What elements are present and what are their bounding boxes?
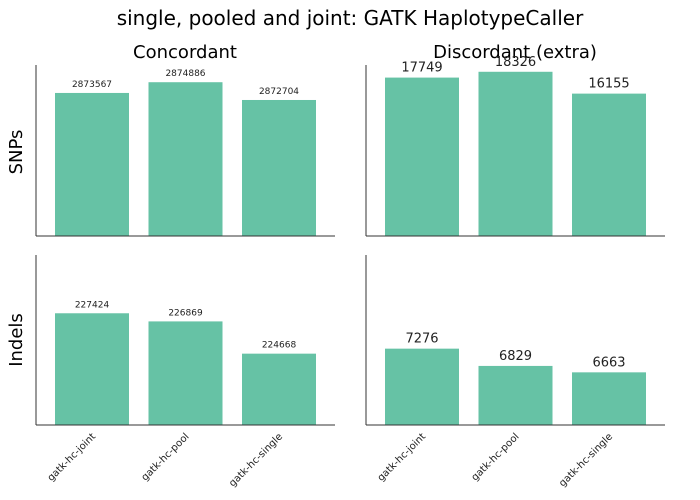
x-tick-label: gatk-hc-pool: [140, 431, 192, 483]
bar-gatk-hc-joint: [385, 77, 459, 236]
x-tick-label: gatk-hc-joint: [46, 431, 99, 484]
panels: 2873567 2874886 2872704 17749 18326 16155 2274…: [35, 55, 665, 489]
data-label: 2873567: [72, 80, 112, 90]
chart-title: single, pooled and joint: GATK Haplotype…: [117, 6, 584, 30]
data-label: 6663: [592, 355, 625, 370]
bar-gatk-hc-joint: [385, 348, 459, 425]
data-label: 224668: [262, 341, 297, 351]
bar-gatk-hc-joint: [55, 313, 129, 425]
panel-snps-1: 17749 18326 16155: [365, 55, 665, 237]
x-tick-label: gatk-hc-pool: [470, 431, 522, 483]
bar-gatk-hc-single: [572, 372, 646, 425]
x-tick-label: gatk-hc-joint: [376, 431, 429, 484]
data-label: 227424: [75, 300, 110, 310]
row-label-snps: SNPs: [6, 130, 27, 175]
x-tick-label: gatk-hc-single: [227, 431, 285, 489]
data-label: 18326: [495, 55, 536, 70]
bar-gatk-hc-single: [572, 93, 646, 236]
panel-indels-3: 7276 gatk-hc-joint 6829 gatk-hc-pool 6663 gat…: [365, 255, 665, 489]
bar-gatk-hc-pool: [148, 321, 223, 425]
bar-gatk-hc-pool: [148, 82, 223, 237]
x-tick-label: gatk-hc-single: [557, 431, 615, 489]
data-label: 2874886: [165, 69, 205, 79]
row-label-indels: Indels: [6, 313, 27, 367]
bar-gatk-hc-pool: [478, 71, 553, 236]
data-label: 7276: [405, 332, 438, 347]
bar-gatk-hc-pool: [478, 365, 553, 425]
data-label: 17749: [401, 61, 442, 76]
column-title-concordant: Concordant: [133, 42, 237, 63]
bar-gatk-hc-single: [242, 353, 316, 425]
column-title-discordant: Discordant (extra): [433, 42, 597, 63]
bar-gatk-hc-joint: [55, 92, 129, 236]
data-label: 16155: [588, 77, 629, 92]
data-label: 2872704: [259, 87, 299, 97]
data-label: 6829: [499, 349, 532, 364]
panel-indels-2: 227424 gatk-hc-joint 226869 gatk-hc-pool 224…: [35, 255, 335, 489]
data-label: 226869: [168, 308, 203, 318]
bar-gatk-hc-single: [242, 99, 316, 236]
panel-snps-0: 2873567 2874886 2872704: [35, 65, 335, 237]
